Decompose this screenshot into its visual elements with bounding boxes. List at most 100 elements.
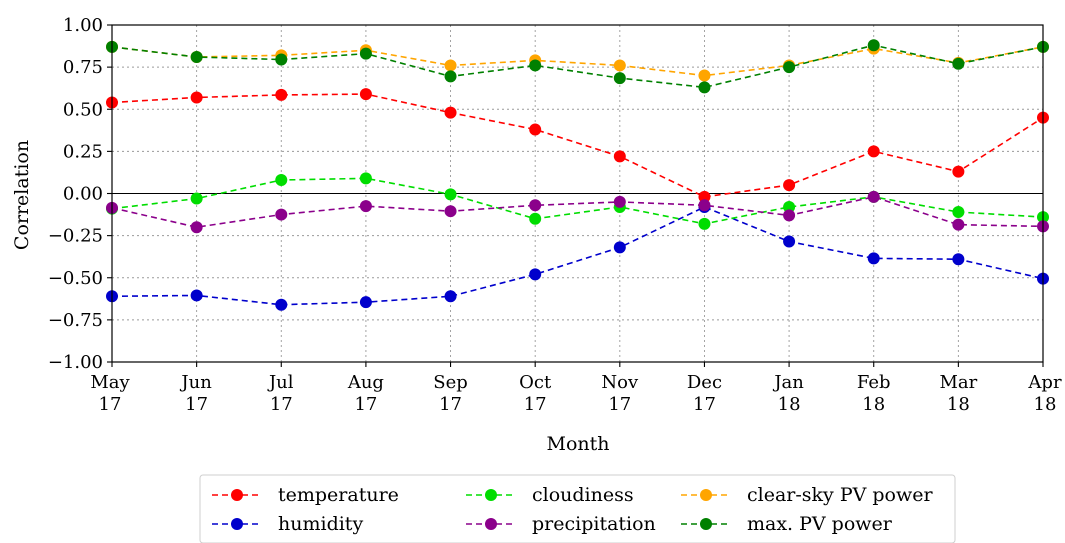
data-point xyxy=(190,289,203,302)
legend-swatch-marker xyxy=(231,489,243,501)
series-clear-sky-pv-power xyxy=(106,40,1049,82)
legend-item: cloudiness xyxy=(466,484,634,506)
legend-label: clear-sky PV power xyxy=(747,484,933,506)
data-point xyxy=(444,205,457,218)
data-point xyxy=(783,235,796,248)
y-tick-label: 0.00 xyxy=(63,184,103,205)
data-point xyxy=(783,61,796,74)
legend-swatch-marker xyxy=(485,518,497,530)
x-tick-label: Aug 17 xyxy=(347,372,384,415)
legend-label: cloudiness xyxy=(532,484,634,506)
legend: temperature cloudiness clear-sky PV power h… xyxy=(199,474,956,543)
data-point xyxy=(867,252,880,265)
data-point xyxy=(867,39,880,52)
legend-swatch-marker xyxy=(231,518,243,530)
data-point xyxy=(613,195,626,208)
data-point xyxy=(444,106,457,119)
series-humidity xyxy=(106,200,1049,311)
data-point xyxy=(190,192,203,205)
series-line xyxy=(111,93,1044,198)
x-tick-label: Jan 18 xyxy=(772,372,804,415)
data-point xyxy=(275,174,288,187)
x-tick-label: May 17 xyxy=(90,372,130,415)
y-tick-label: 0.75 xyxy=(63,57,103,78)
data-point xyxy=(783,200,796,213)
x-tick-label: Mar 18 xyxy=(939,372,977,415)
series-line xyxy=(111,44,1044,89)
legend-swatch-marker xyxy=(700,518,712,530)
data-point xyxy=(359,88,372,101)
data-point xyxy=(698,217,711,230)
series-lines xyxy=(106,39,1049,311)
data-point xyxy=(613,241,626,254)
data-point xyxy=(867,145,880,158)
data-point xyxy=(529,212,542,225)
data-point xyxy=(613,72,626,85)
legend-label: temperature xyxy=(278,484,399,506)
data-point xyxy=(359,200,372,213)
data-point xyxy=(275,208,288,221)
data-point xyxy=(359,172,372,185)
legend-item: humidity xyxy=(212,513,363,535)
data-point xyxy=(952,253,965,266)
data-point xyxy=(952,218,965,231)
legend-item: clear-sky PV power xyxy=(681,484,933,506)
y-tick-label: 0.50 xyxy=(63,99,103,120)
data-point xyxy=(275,298,288,311)
data-point xyxy=(698,199,711,212)
y-tick-label: 1.00 xyxy=(63,15,103,36)
data-point xyxy=(698,81,711,94)
data-point xyxy=(444,70,457,83)
legend-item: max. PV power xyxy=(681,513,893,535)
series-line xyxy=(111,177,1044,225)
data-point xyxy=(529,199,542,212)
series-line xyxy=(111,46,1044,77)
y-tick-label: 0.25 xyxy=(63,141,103,162)
x-tick-label: Nov 17 xyxy=(601,372,639,415)
data-point xyxy=(952,57,965,70)
legend-label: humidity xyxy=(278,513,363,535)
data-point xyxy=(275,88,288,101)
data-point xyxy=(867,190,880,203)
y-tick-label: −1.00 xyxy=(48,352,103,373)
plot-axes xyxy=(107,24,1044,367)
series-temperature xyxy=(106,88,1049,203)
series-cloudiness xyxy=(106,172,1049,230)
legend-label: precipitation xyxy=(532,513,656,535)
data-point xyxy=(698,190,711,203)
series-line xyxy=(111,206,1044,306)
data-point xyxy=(444,188,457,201)
data-point xyxy=(444,290,457,303)
data-point xyxy=(529,123,542,136)
data-point xyxy=(190,51,203,64)
data-point xyxy=(952,206,965,219)
data-point xyxy=(783,209,796,222)
x-tick-label: Jul 17 xyxy=(267,372,294,415)
legend-swatch-marker xyxy=(485,489,497,501)
data-point xyxy=(698,69,711,82)
y-axis-title: Correlation xyxy=(11,140,33,250)
data-point xyxy=(783,179,796,192)
data-point xyxy=(529,268,542,281)
y-tick-label: −0.75 xyxy=(48,310,103,331)
data-point xyxy=(529,59,542,72)
series-line xyxy=(111,196,1044,229)
legend-label: max. PV power xyxy=(747,513,893,535)
series-max-pv-power xyxy=(106,39,1049,94)
data-point xyxy=(190,221,203,234)
x-tick-label: Oct 17 xyxy=(519,372,552,415)
data-point xyxy=(613,150,626,163)
series-precipitation xyxy=(106,190,1049,234)
legend-frame xyxy=(199,474,956,543)
y-tick-labels: 1.00 0.75 0.50 0.25 0.00 −0.25 −0.50 −0.75 −1.00 xyxy=(48,15,103,373)
data-point xyxy=(444,59,457,72)
legend-item: temperature xyxy=(212,484,399,506)
legend-item: precipitation xyxy=(466,513,656,535)
data-point xyxy=(359,296,372,309)
y-tick-label: −0.25 xyxy=(48,226,103,247)
data-point xyxy=(275,53,288,66)
data-point xyxy=(190,91,203,104)
x-tick-labels: May 17 Jun 17 Jul 17 Aug 17 Sep 17 Oct 17 Nov 17 Dec 17… xyxy=(90,372,1062,415)
legend-items: temperature cloudiness clear-sky PV power h… xyxy=(212,484,933,535)
